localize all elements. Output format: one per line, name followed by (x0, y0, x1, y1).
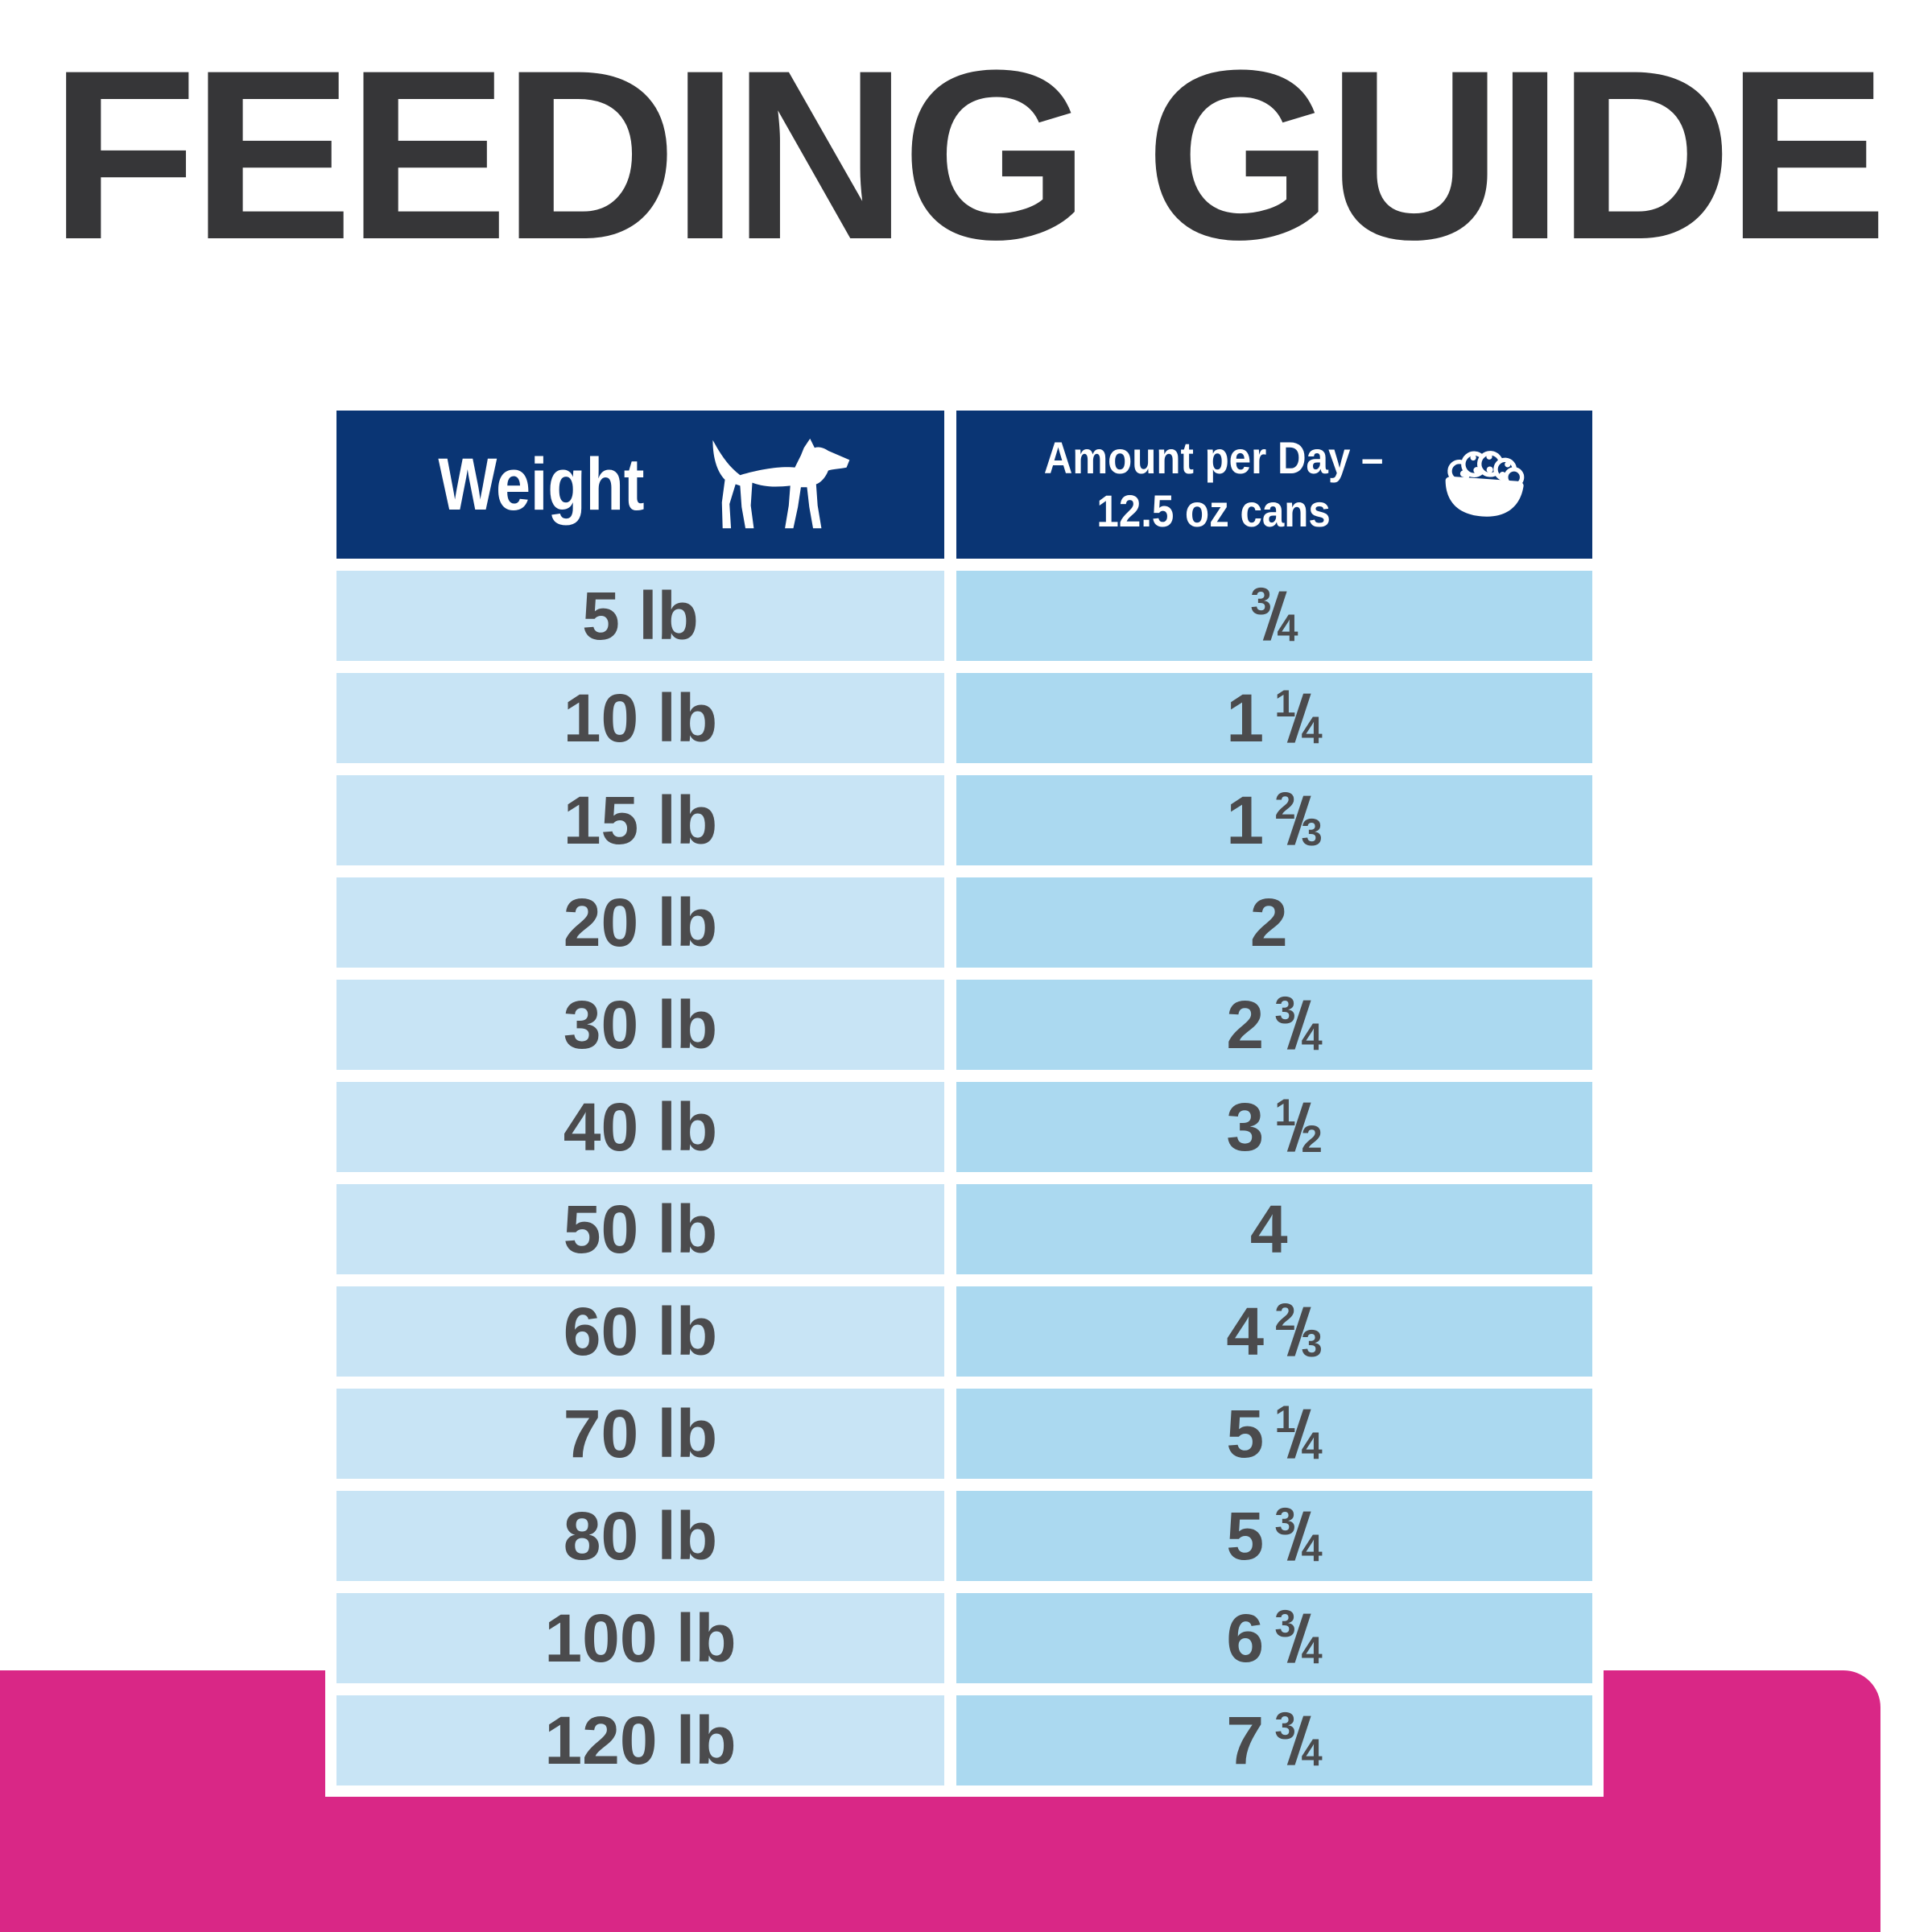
amount-fraction: 3/4 (1274, 1601, 1323, 1676)
feeding-table: Weight Amount per Day – 12.5 oz cans (336, 411, 1592, 1785)
weight-cell: 70 lb (336, 1389, 944, 1479)
dog-icon (712, 438, 850, 529)
amount-cell: 3/4 (956, 571, 1592, 661)
weight-cell: 40 lb (336, 1082, 944, 1172)
amount-fraction: 1/4 (1274, 1397, 1323, 1472)
weight-cell: 80 lb (336, 1491, 944, 1581)
amount-header-line2: 12.5 oz cans (1096, 485, 1331, 536)
fraction-denominator: 4 (1301, 1628, 1323, 1671)
amount-fraction: 2/3 (1274, 783, 1323, 858)
amount-whole: 4 (1226, 1294, 1265, 1369)
amount-whole: 3 (1226, 1089, 1265, 1165)
weight-cell: 5 lb (336, 571, 944, 661)
amount-whole: 4 (1249, 1191, 1288, 1267)
fraction-denominator: 4 (1277, 605, 1298, 649)
weight-cell: 60 lb (336, 1286, 944, 1377)
amount-fraction: 3/4 (1274, 1703, 1323, 1778)
amount-cell: 5 1/4 (956, 1389, 1592, 1479)
amount-cell: 6 3/4 (956, 1593, 1592, 1683)
weight-cell: 10 lb (336, 673, 944, 763)
fraction-numerator: 3 (1274, 1703, 1296, 1747)
amount-fraction: 2/3 (1274, 1294, 1323, 1369)
page-title: FEEDING GUIDE (50, 19, 1888, 290)
feeding-table-card: Weight Amount per Day – 12.5 oz cans (325, 399, 1604, 1797)
food-bowl-icon (1445, 451, 1524, 517)
fraction-numerator: 3 (1274, 1601, 1296, 1645)
fraction-numerator: 1 (1274, 1090, 1296, 1133)
amount-whole: 1 (1226, 680, 1265, 756)
amount-header-group: Amount per Day – 12.5 oz cans (1021, 431, 1527, 538)
fraction-denominator: 3 (1301, 810, 1323, 853)
fraction-numerator: 3 (1274, 988, 1296, 1031)
fraction-numerator: 3 (1274, 1499, 1296, 1542)
fraction-denominator: 4 (1301, 1014, 1323, 1058)
fraction-denominator: 4 (1301, 708, 1323, 751)
fraction-numerator: 1 (1274, 681, 1296, 724)
weight-cell: 50 lb (336, 1184, 944, 1274)
amount-fraction: 3/4 (1274, 988, 1323, 1063)
weight-cell: 100 lb (336, 1593, 944, 1683)
amount-cell: 4 (956, 1184, 1592, 1274)
amount-cell: 7 3/4 (956, 1695, 1592, 1785)
amount-cell: 2 3/4 (956, 980, 1592, 1070)
fraction-numerator: 3 (1250, 579, 1272, 622)
fraction-denominator: 4 (1301, 1423, 1323, 1467)
fraction-denominator: 3 (1301, 1321, 1323, 1364)
amount-cell: 3 1/2 (956, 1082, 1592, 1172)
fraction-denominator: 4 (1301, 1525, 1323, 1569)
amount-whole: 1 (1226, 782, 1265, 858)
fraction-denominator: 4 (1301, 1730, 1323, 1773)
weight-header-group: Weight (419, 437, 863, 532)
weight-cell: 15 lb (336, 775, 944, 865)
fraction-denominator: 2 (1301, 1117, 1323, 1160)
amount-fraction: 3/4 (1250, 579, 1298, 654)
amount-header-label: Amount per Day – 12.5 oz cans (1044, 431, 1384, 538)
fraction-numerator: 2 (1274, 783, 1296, 827)
amount-whole: 6 (1226, 1600, 1265, 1676)
amount-fraction: 1/4 (1274, 681, 1323, 756)
amount-cell: 5 3/4 (956, 1491, 1592, 1581)
weight-cell: 20 lb (336, 877, 944, 968)
weight-header-label: Weight (437, 444, 645, 526)
amount-fraction: 3/4 (1274, 1499, 1323, 1574)
amount-cell: 2 (956, 877, 1592, 968)
amount-cell: 1 1/4 (956, 673, 1592, 763)
amount-whole: 5 (1226, 1498, 1265, 1574)
amount-header-line1: Amount per Day – (1044, 431, 1384, 483)
amount-column-header: Amount per Day – 12.5 oz cans (956, 411, 1592, 559)
weight-cell: 30 lb (336, 980, 944, 1070)
amount-fraction: 1/2 (1274, 1090, 1323, 1165)
amount-cell: 4 2/3 (956, 1286, 1592, 1377)
weight-cell: 120 lb (336, 1695, 944, 1785)
fraction-numerator: 2 (1274, 1294, 1296, 1338)
amount-whole: 5 (1226, 1396, 1265, 1472)
weight-column-header: Weight (336, 411, 944, 559)
amount-whole: 2 (1226, 987, 1265, 1063)
amount-whole: 2 (1249, 885, 1288, 960)
amount-whole: 7 (1226, 1703, 1265, 1778)
fraction-numerator: 1 (1274, 1397, 1296, 1440)
amount-cell: 1 2/3 (956, 775, 1592, 865)
